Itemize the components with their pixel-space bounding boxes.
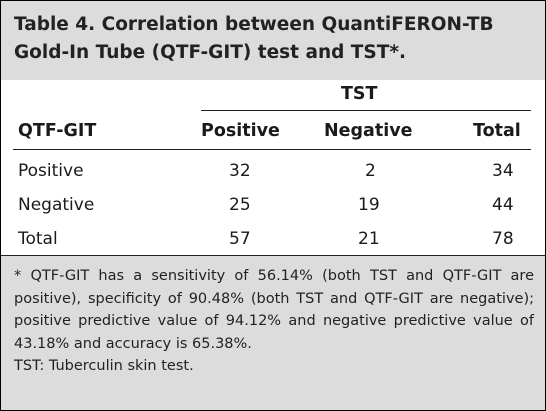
table-cell: 57 xyxy=(229,229,251,249)
table-cell: 25 xyxy=(229,195,251,215)
table-title: Table 4. Correlation between QuantiFERON… xyxy=(14,14,494,63)
table-cell: 34 xyxy=(492,161,514,181)
footnote-asterisk: * QTF-GIT has a sensitivity of 56.14% (b… xyxy=(14,268,534,352)
row-label: Total xyxy=(18,229,58,249)
footnotes: * QTF-GIT has a sensitivity of 56.14% (b… xyxy=(14,265,534,378)
row-label: Positive xyxy=(18,161,84,181)
row-header-qtf-git: QTF-GIT xyxy=(18,121,97,141)
table-cell: 19 xyxy=(358,195,380,215)
group-header-rule xyxy=(201,110,531,111)
header-rule xyxy=(13,149,531,150)
footnote-abbreviation: TST: Tuberculin skin test. xyxy=(14,358,194,374)
table-cell: 78 xyxy=(492,229,514,249)
column-header-positive: Positive xyxy=(201,121,280,141)
column-header-negative: Negative xyxy=(324,121,413,141)
row-label: Negative xyxy=(18,195,95,215)
table-title-bar: Table 4. Correlation between QuantiFERON… xyxy=(1,1,545,80)
footnote-panel xyxy=(1,255,545,410)
tst-group-header: TST xyxy=(341,84,378,104)
table-cell: 21 xyxy=(358,229,380,249)
table-cell: 2 xyxy=(365,161,376,181)
column-header-total: Total xyxy=(473,121,521,141)
table-cell: 32 xyxy=(229,161,251,181)
table-cell: 44 xyxy=(492,195,514,215)
footnote-rule xyxy=(1,255,545,256)
